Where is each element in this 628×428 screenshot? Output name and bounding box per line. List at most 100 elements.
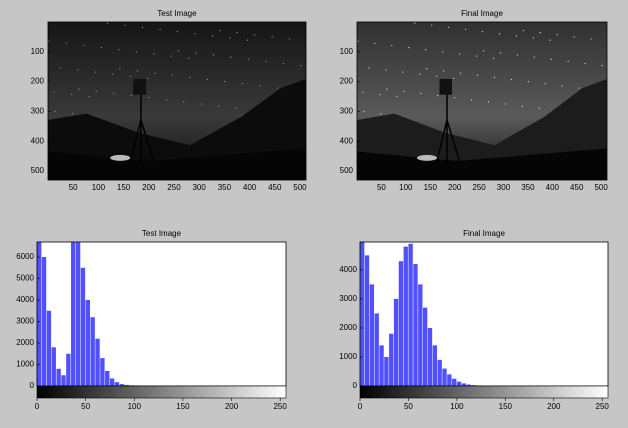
photo-star	[189, 76, 191, 78]
y-tick-label: 400	[31, 136, 45, 145]
x-tick-label: 250	[167, 183, 181, 192]
gray-bar	[36, 385, 287, 399]
photo-lights	[417, 154, 437, 161]
photo-star	[453, 77, 455, 80]
photo-star	[532, 37, 534, 39]
y-tick-label: 4000	[16, 295, 34, 304]
photo-star	[188, 57, 190, 59]
y-tick-label: 5000	[16, 274, 34, 283]
photo-lights	[110, 154, 131, 161]
photo-star	[436, 75, 438, 77]
photo-star	[218, 105, 220, 107]
y-tick-label: 3000	[339, 294, 357, 303]
x-tick-label: 350	[521, 183, 535, 192]
x-tick-label: 0	[35, 402, 40, 411]
bar	[114, 382, 120, 386]
photo-star	[230, 56, 232, 58]
photo-star	[247, 58, 250, 60]
photo-star	[170, 55, 172, 57]
bar	[51, 347, 56, 386]
bar	[95, 338, 100, 386]
bar	[37, 242, 42, 386]
photo-star	[141, 26, 144, 28]
photo-star	[403, 90, 405, 92]
x-tick-label: 400	[243, 183, 257, 192]
bars	[37, 242, 163, 386]
photo-star	[200, 103, 202, 105]
bar	[41, 257, 47, 386]
photo-star	[282, 62, 284, 65]
photo-star	[259, 85, 261, 87]
y-tick-label: 3000	[16, 317, 34, 326]
bar	[461, 383, 467, 386]
photo-star	[177, 50, 180, 52]
photo-star	[458, 53, 461, 55]
photo-star	[522, 29, 524, 32]
bar	[109, 378, 115, 386]
photo-star	[481, 30, 484, 33]
photo-star	[83, 44, 85, 47]
bar	[369, 284, 375, 386]
y-tick-label: 0	[353, 381, 358, 390]
photo-star	[556, 34, 558, 36]
photo-star	[95, 90, 97, 92]
photo-star	[159, 28, 161, 31]
y-tick-label: 100	[340, 47, 354, 56]
bar	[360, 242, 365, 386]
bars	[360, 242, 500, 386]
photo-star	[176, 30, 179, 33]
photo-star	[385, 69, 387, 71]
photo-star	[229, 37, 231, 39]
bar	[85, 300, 90, 386]
bar	[442, 368, 447, 386]
photo-star	[65, 42, 68, 44]
photo-star	[54, 110, 56, 113]
photo-star	[78, 88, 80, 90]
bar	[456, 381, 462, 386]
photo-star	[550, 58, 552, 60]
chart-title: Test Image	[157, 9, 197, 18]
photo-star	[493, 76, 496, 78]
photo-star	[584, 62, 586, 65]
y-tick-label: 500	[340, 166, 354, 175]
photo-star	[521, 105, 523, 107]
photo-star	[77, 69, 79, 71]
photo-star	[271, 36, 273, 38]
photo-camera	[439, 78, 452, 95]
photo-star	[498, 33, 501, 35]
photo-star	[426, 68, 428, 70]
photo-star	[147, 77, 149, 80]
photo-star	[88, 95, 90, 98]
photo-star	[130, 94, 132, 97]
bar	[389, 333, 394, 386]
x-tick-label: 500	[293, 183, 307, 192]
chart-title: Final Image	[461, 9, 503, 18]
bar	[56, 368, 61, 386]
photo-star	[241, 83, 243, 85]
bar	[364, 255, 370, 386]
photo-star	[527, 81, 529, 83]
x-tick-label: 350	[218, 183, 232, 192]
photo-star	[437, 94, 439, 97]
photo-star	[419, 73, 421, 75]
bar	[61, 375, 66, 386]
photo-star	[206, 78, 208, 81]
bar	[66, 353, 71, 386]
photo-star	[420, 92, 422, 94]
photo-star	[504, 103, 507, 105]
photo-star	[136, 70, 139, 72]
x-tick-label: 50	[404, 402, 413, 411]
chart-title: Test Image	[142, 229, 182, 238]
bar	[384, 356, 389, 386]
photo-star	[374, 42, 376, 44]
photo-star	[300, 65, 302, 67]
x-tick-label: 450	[268, 183, 282, 192]
photo-star	[578, 87, 580, 89]
y-tick-label: 200	[340, 77, 354, 86]
photo-star	[211, 35, 214, 37]
photo-star	[171, 74, 173, 76]
x-tick-label: 50	[69, 183, 78, 192]
bar	[418, 284, 423, 386]
photo-star	[119, 68, 121, 70]
